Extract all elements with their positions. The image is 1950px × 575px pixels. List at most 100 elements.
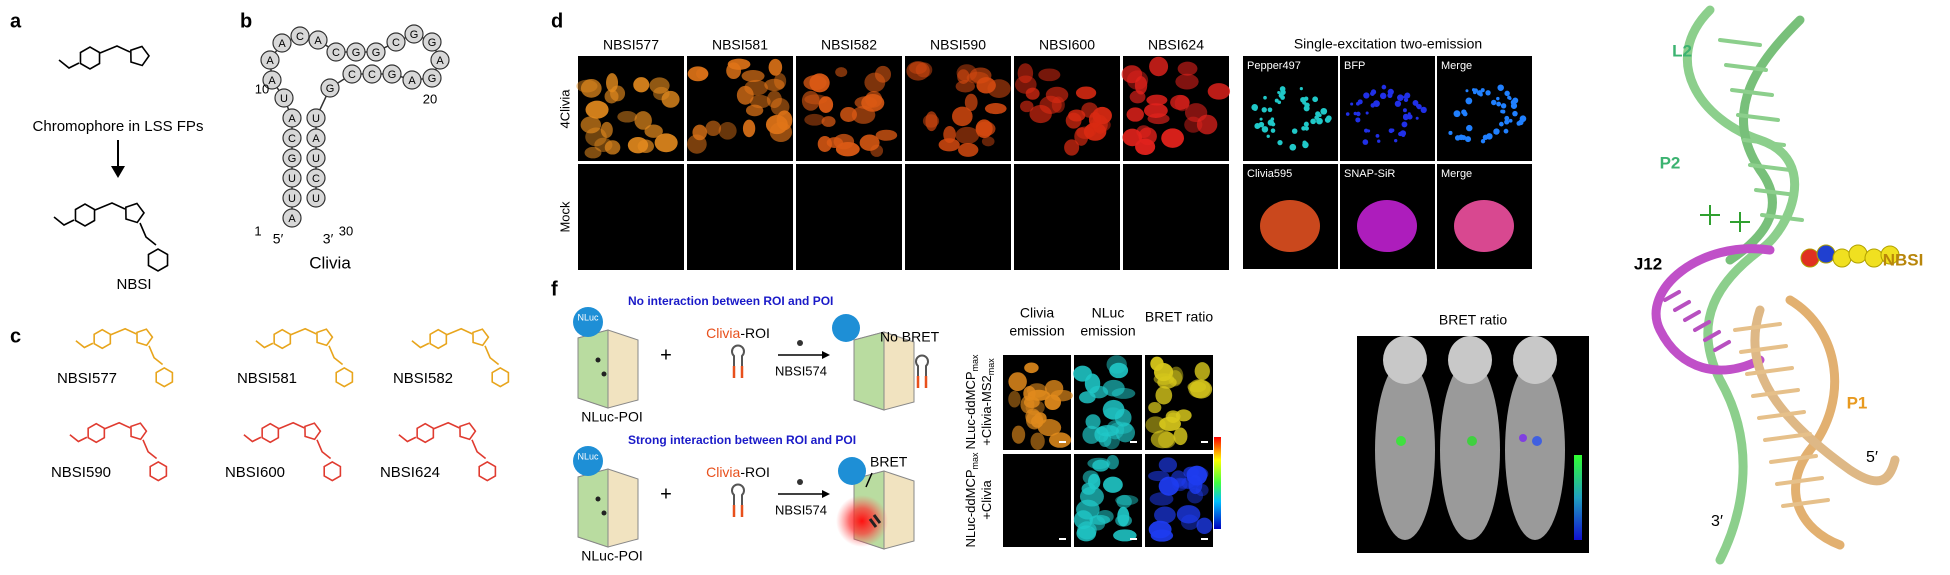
panel-label: a bbox=[10, 10, 22, 32]
arrow bbox=[865, 472, 873, 488]
cell bbox=[610, 85, 626, 102]
puncta bbox=[1301, 126, 1306, 131]
cell bbox=[1068, 109, 1086, 122]
puncta bbox=[1350, 102, 1354, 106]
ion bbox=[1730, 212, 1750, 232]
cell bbox=[1126, 107, 1144, 122]
cell bbox=[1025, 87, 1040, 100]
puncta bbox=[1403, 122, 1407, 126]
nucleotide bbox=[422, 32, 442, 52]
micrograph bbox=[1014, 164, 1120, 270]
puncta bbox=[1512, 97, 1519, 104]
ring bbox=[273, 328, 292, 350]
puncta bbox=[1394, 138, 1398, 143]
puncta bbox=[1415, 116, 1419, 120]
scale-bar bbox=[1059, 441, 1066, 443]
base bbox=[1742, 138, 1786, 147]
nucleotide-letter: G bbox=[428, 73, 437, 85]
column-header: emission bbox=[1080, 323, 1135, 339]
bond bbox=[411, 340, 430, 349]
nucleotide-letter: G bbox=[326, 83, 335, 95]
puncta bbox=[1381, 84, 1387, 90]
cell bbox=[634, 111, 652, 130]
puncta bbox=[1377, 139, 1381, 143]
cell bbox=[833, 133, 855, 150]
cell bbox=[1073, 365, 1092, 382]
nucleotide bbox=[306, 108, 326, 128]
column-header: NLuc bbox=[1092, 305, 1125, 321]
nucleotide-letter: A bbox=[266, 55, 274, 67]
base bbox=[1673, 300, 1691, 312]
bond bbox=[243, 434, 262, 443]
arrow-head bbox=[822, 490, 830, 498]
puncta bbox=[1251, 103, 1259, 111]
nucleotide bbox=[386, 32, 406, 52]
puncta bbox=[1401, 133, 1406, 138]
cell bbox=[1115, 514, 1132, 527]
ring bbox=[459, 422, 477, 441]
puncta bbox=[1420, 106, 1427, 114]
column-header: NBSI624 bbox=[1148, 37, 1204, 53]
nucleotide bbox=[402, 70, 422, 90]
puncta bbox=[1364, 128, 1369, 133]
cell bbox=[770, 98, 790, 116]
cell bbox=[1089, 385, 1109, 399]
bond bbox=[471, 439, 487, 460]
cell bbox=[1109, 362, 1129, 379]
cell bbox=[742, 119, 756, 138]
nucleotide-letter: U bbox=[280, 93, 288, 105]
puncta bbox=[1403, 97, 1409, 103]
puncta bbox=[1365, 111, 1369, 115]
panel-label: b bbox=[240, 10, 252, 32]
cell bbox=[580, 78, 602, 98]
cell bbox=[644, 124, 663, 138]
base bbox=[1775, 476, 1824, 486]
ring bbox=[74, 203, 96, 227]
rna bbox=[732, 366, 744, 378]
nucleotide bbox=[306, 168, 326, 188]
ligand-atom bbox=[1864, 248, 1884, 268]
puncta bbox=[1356, 111, 1361, 117]
micrograph bbox=[1437, 56, 1532, 161]
cell bbox=[1106, 454, 1119, 470]
puncta bbox=[1453, 110, 1461, 118]
cell bbox=[1149, 56, 1169, 77]
nluc-label: NLuc bbox=[577, 312, 599, 322]
nucleotide-letter: A bbox=[278, 38, 286, 50]
cell bbox=[687, 66, 709, 82]
scale-bar bbox=[1201, 538, 1208, 540]
cell bbox=[726, 62, 742, 80]
cell bbox=[1154, 506, 1176, 524]
cell bbox=[705, 120, 722, 137]
bond bbox=[398, 434, 417, 443]
cell bbox=[1180, 514, 1199, 530]
row-label: NLuc-ddMCPmax bbox=[963, 354, 980, 450]
panel-label: c bbox=[10, 325, 21, 347]
cell bbox=[1145, 416, 1166, 434]
protein-label: NLuc-POI bbox=[581, 409, 642, 425]
nucleotide-letter: U bbox=[288, 193, 296, 205]
colorbar bbox=[1574, 455, 1582, 540]
cell bbox=[1196, 114, 1218, 135]
cell bbox=[1187, 381, 1207, 393]
signal bbox=[1467, 436, 1477, 446]
nucleotide bbox=[282, 128, 302, 148]
cell bbox=[1158, 457, 1178, 473]
cell bbox=[984, 103, 1007, 115]
puncta bbox=[1516, 121, 1522, 126]
nucleus bbox=[1357, 200, 1417, 252]
cell bbox=[576, 79, 598, 93]
panel-tag: Pepper497 bbox=[1247, 60, 1301, 72]
puncta bbox=[1270, 117, 1275, 121]
puncta bbox=[1387, 88, 1394, 96]
mouse-head bbox=[1448, 336, 1492, 384]
cell bbox=[1089, 515, 1106, 531]
ligand-atom bbox=[1800, 248, 1820, 268]
puncta bbox=[1407, 112, 1411, 116]
cell bbox=[1176, 505, 1201, 524]
rna bbox=[915, 354, 929, 386]
ligand bbox=[595, 357, 601, 363]
nucleotide-letter: U bbox=[312, 113, 320, 125]
puncta bbox=[1261, 107, 1267, 113]
cell bbox=[1038, 68, 1061, 82]
